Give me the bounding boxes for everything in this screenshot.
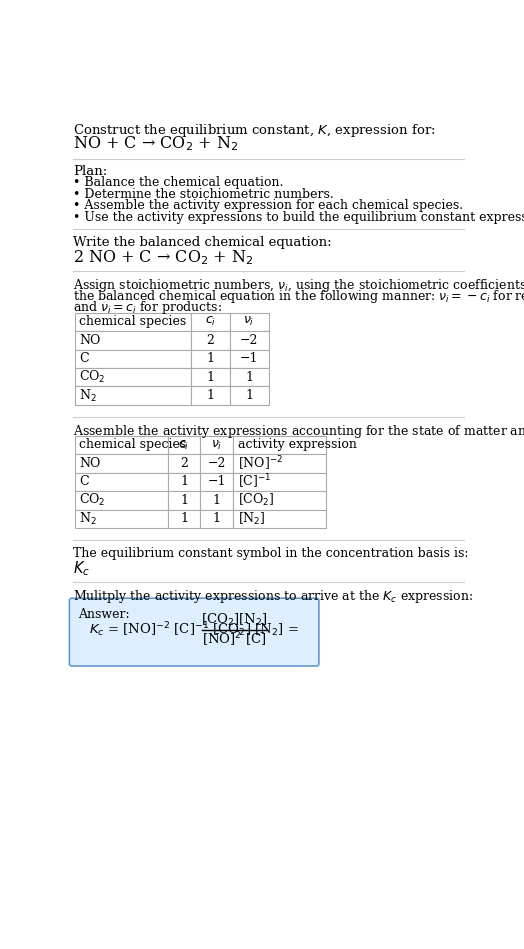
- Bar: [230, 349, 268, 368]
- Bar: [75, 312, 191, 331]
- Text: NO: NO: [80, 457, 101, 470]
- Bar: [191, 312, 230, 331]
- Bar: [75, 455, 168, 473]
- Text: $K_c$: $K_c$: [73, 559, 90, 578]
- Bar: [200, 510, 233, 529]
- Text: Answer:: Answer:: [78, 608, 129, 622]
- Bar: [168, 436, 200, 455]
- Bar: [230, 312, 268, 331]
- Bar: [75, 331, 191, 349]
- Text: 1: 1: [180, 475, 188, 489]
- Text: 1: 1: [180, 493, 188, 507]
- Bar: [75, 510, 168, 529]
- Text: Plan:: Plan:: [73, 165, 107, 177]
- Text: • Determine the stoichiometric numbers.: • Determine the stoichiometric numbers.: [73, 188, 334, 201]
- Text: $c_i$: $c_i$: [205, 315, 216, 328]
- Bar: [75, 368, 191, 386]
- Text: 2: 2: [206, 334, 214, 346]
- Text: 1: 1: [206, 371, 214, 383]
- Bar: [168, 510, 200, 529]
- Bar: [200, 436, 233, 455]
- Bar: [191, 349, 230, 368]
- Text: Assign stoichiometric numbers, $\nu_i$, using the stoichiometric coefficients, $: Assign stoichiometric numbers, $\nu_i$, …: [73, 277, 524, 294]
- Bar: [200, 492, 233, 510]
- Text: chemical species: chemical species: [80, 438, 187, 452]
- Bar: [233, 473, 326, 492]
- Text: 1: 1: [180, 512, 188, 526]
- Text: $K_c$ = [NO]$^{-2}$ [C]$^{-1}$ [CO$_2$] [N$_2$] =: $K_c$ = [NO]$^{-2}$ [C]$^{-1}$ [CO$_2$] …: [89, 621, 299, 639]
- Bar: [233, 510, 326, 529]
- Text: NO + C → CO$_2$ + N$_2$: NO + C → CO$_2$ + N$_2$: [73, 134, 238, 153]
- Text: 1: 1: [206, 352, 214, 365]
- Text: chemical species: chemical species: [80, 315, 187, 328]
- Bar: [200, 455, 233, 473]
- Text: 2 NO + C → CO$_2$ + N$_2$: 2 NO + C → CO$_2$ + N$_2$: [73, 248, 254, 267]
- Text: 1: 1: [206, 389, 214, 402]
- Text: −1: −1: [240, 352, 258, 365]
- Bar: [191, 368, 230, 386]
- Text: −1: −1: [208, 475, 226, 489]
- Text: 1: 1: [245, 371, 253, 383]
- Bar: [233, 492, 326, 510]
- Text: Write the balanced chemical equation:: Write the balanced chemical equation:: [73, 235, 332, 249]
- Bar: [75, 386, 191, 405]
- Bar: [233, 455, 326, 473]
- Text: [NO]$^{-2}$: [NO]$^{-2}$: [237, 455, 282, 473]
- Text: [CO$_2$][N$_2$]: [CO$_2$][N$_2$]: [201, 612, 268, 628]
- Bar: [168, 473, 200, 492]
- Text: 2: 2: [180, 457, 188, 470]
- Text: and $\nu_i = c_i$ for products:: and $\nu_i = c_i$ for products:: [73, 299, 222, 316]
- Text: Construct the equilibrium constant, $K$, expression for:: Construct the equilibrium constant, $K$,…: [73, 121, 436, 139]
- Text: 1: 1: [213, 512, 221, 526]
- Bar: [191, 386, 230, 405]
- FancyBboxPatch shape: [69, 598, 319, 666]
- Bar: [168, 492, 200, 510]
- Text: N$_2$: N$_2$: [80, 387, 97, 403]
- Bar: [230, 331, 268, 349]
- Text: 1: 1: [213, 493, 221, 507]
- Text: The equilibrium constant symbol in the concentration basis is:: The equilibrium constant symbol in the c…: [73, 547, 469, 560]
- Bar: [75, 349, 191, 368]
- Text: −2: −2: [208, 457, 226, 470]
- Bar: [230, 368, 268, 386]
- Text: [NO]$^2$ [C]: [NO]$^2$ [C]: [202, 631, 267, 649]
- Text: −2: −2: [240, 334, 258, 346]
- Text: NO: NO: [80, 334, 101, 346]
- Text: • Use the activity expressions to build the equilibrium constant expression.: • Use the activity expressions to build …: [73, 211, 524, 224]
- Text: [CO$_2$]: [CO$_2$]: [237, 493, 274, 509]
- Text: Assemble the activity expressions accounting for the state of matter and $\nu_i$: Assemble the activity expressions accoun…: [73, 423, 524, 440]
- Text: [C]$^{-1}$: [C]$^{-1}$: [237, 473, 271, 492]
- Text: 1: 1: [245, 389, 253, 402]
- Text: CO$_2$: CO$_2$: [80, 493, 106, 509]
- Bar: [191, 331, 230, 349]
- Bar: [230, 386, 268, 405]
- Text: [N$_2$]: [N$_2$]: [237, 511, 265, 527]
- Text: CO$_2$: CO$_2$: [80, 369, 106, 385]
- Bar: [75, 436, 168, 455]
- Bar: [168, 455, 200, 473]
- Bar: [200, 473, 233, 492]
- Text: activity expression: activity expression: [237, 438, 356, 452]
- Text: • Balance the chemical equation.: • Balance the chemical equation.: [73, 177, 283, 189]
- Bar: [75, 492, 168, 510]
- Text: • Assemble the activity expression for each chemical species.: • Assemble the activity expression for e…: [73, 199, 463, 213]
- Text: C: C: [80, 352, 89, 365]
- Text: $\nu_i$: $\nu_i$: [244, 315, 255, 328]
- Text: Mulitply the activity expressions to arrive at the $K_c$ expression:: Mulitply the activity expressions to arr…: [73, 588, 474, 605]
- Bar: [233, 436, 326, 455]
- Text: $c_i$: $c_i$: [179, 438, 190, 452]
- Bar: [75, 473, 168, 492]
- Text: $\nu_i$: $\nu_i$: [211, 438, 222, 452]
- Text: C: C: [80, 475, 89, 489]
- Text: N$_2$: N$_2$: [80, 511, 97, 527]
- Text: the balanced chemical equation in the following manner: $\nu_i = -c_i$ for react: the balanced chemical equation in the fo…: [73, 288, 524, 305]
